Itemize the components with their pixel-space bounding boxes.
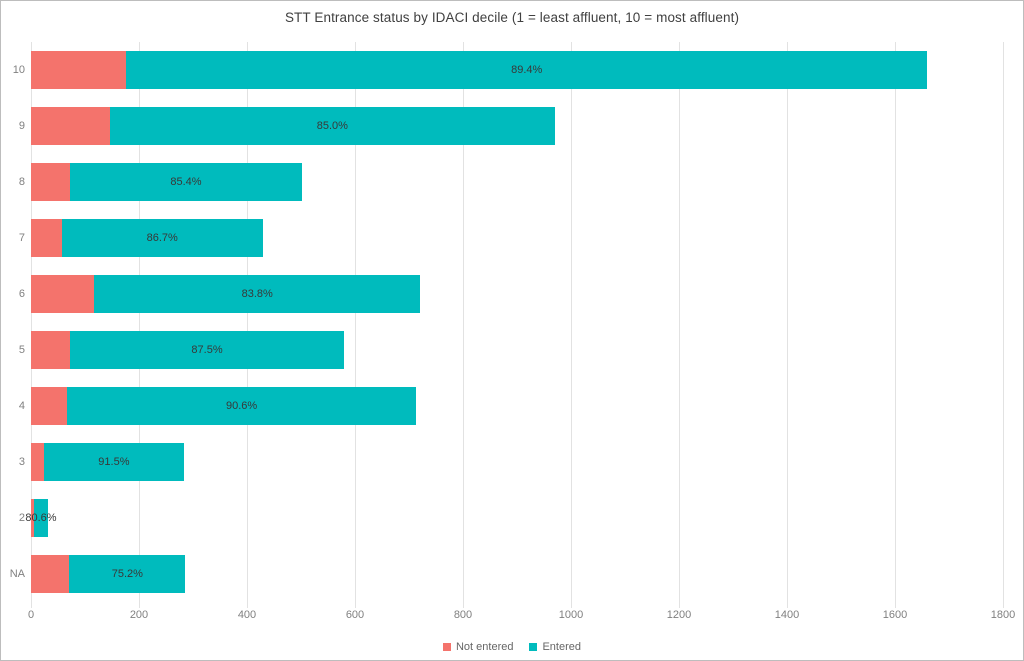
x-tick-label-1000: 1000 bbox=[558, 609, 584, 621]
legend-item-entered[interactable]: Entered bbox=[529, 641, 581, 653]
entered-pct-label-NA: 75.2% bbox=[111, 568, 143, 580]
bar-segment-not-entered-4[interactable] bbox=[31, 387, 68, 425]
bar-segment-not-entered-2[interactable] bbox=[31, 499, 35, 537]
x-tick-label-600: 600 bbox=[345, 609, 365, 621]
x-tick-label-400: 400 bbox=[237, 609, 257, 621]
gridline-x-1200 bbox=[679, 42, 680, 608]
bar-segment-entered-9[interactable]: 85.0% bbox=[109, 107, 555, 145]
bar-stack-7: 86.7% bbox=[31, 219, 263, 257]
bar-segment-entered-10[interactable]: 89.4% bbox=[126, 51, 928, 89]
bar-row-6: 83.8% bbox=[31, 266, 1003, 322]
bar-rows: 89.4% 85.0% 85.4% 86.7% 83.8% 87.5% 90.6% 91.5%… bbox=[25, 42, 1003, 602]
gridline-x-200 bbox=[139, 42, 140, 608]
entered-pct-label-2: 80.6% bbox=[25, 512, 57, 524]
plot-area: 89.4% 85.0% 85.4% 86.7% 83.8% 87.5% 90.6% 91.5%… bbox=[25, 42, 1004, 608]
y-axis-label-6: 6 bbox=[18, 288, 25, 300]
bar-stack-5: 87.5% bbox=[31, 331, 345, 369]
bar-stack-6: 83.8% bbox=[31, 275, 421, 313]
bar-segment-not-entered-NA[interactable] bbox=[31, 555, 70, 593]
gridline-x-1000 bbox=[571, 42, 572, 608]
bar-row-2: 80.6% bbox=[25, 490, 1003, 546]
legend-label: Not entered bbox=[455, 641, 514, 653]
y-axis-label-5: 5 bbox=[18, 344, 25, 356]
gridline-x-600 bbox=[355, 42, 356, 608]
entered-pct-label-8: 85.4% bbox=[170, 176, 202, 188]
x-tick-label-800: 800 bbox=[453, 609, 473, 621]
x-tick-label-1200: 1200 bbox=[666, 609, 692, 621]
entered-pct-label-5: 87.5% bbox=[191, 344, 223, 356]
gridline-x-1600 bbox=[895, 42, 896, 608]
entered-pct-label-4: 90.6% bbox=[225, 400, 258, 412]
entered-pct-label-9: 85.0% bbox=[316, 120, 348, 132]
bar-stack-4: 90.6% bbox=[31, 387, 416, 425]
y-axis-label-10: 10 bbox=[12, 64, 25, 76]
bar-row-8: 85.4% bbox=[31, 154, 1003, 210]
chart-title: STT Entrance status by IDACI decile (1 =… bbox=[284, 10, 740, 25]
bar-segment-not-entered-6[interactable] bbox=[31, 275, 95, 313]
bar-stack-NA: 75.2% bbox=[31, 555, 186, 593]
x-tick-label-1400: 1400 bbox=[774, 609, 800, 621]
bar-segment-not-entered-8[interactable] bbox=[31, 163, 71, 201]
bar-row-4: 90.6% bbox=[31, 378, 1003, 434]
bar-stack-9: 85.0% bbox=[31, 107, 555, 145]
y-axis-label-8: 8 bbox=[18, 176, 25, 188]
bar-row-3: 91.5% bbox=[31, 434, 1003, 490]
bar-segment-entered-NA[interactable]: 75.2% bbox=[69, 555, 186, 593]
legend-swatch-not-entered bbox=[442, 643, 451, 651]
x-tick-label-1800: 1800 bbox=[990, 609, 1016, 621]
chart-legend: Not entered Entered bbox=[1, 641, 1023, 653]
gridline-x-1800 bbox=[1003, 42, 1004, 608]
bar-segment-entered-3[interactable]: 91.5% bbox=[43, 443, 184, 481]
bar-row-NA: 75.2% bbox=[31, 546, 1003, 602]
y-axis-label-2: 2 bbox=[18, 512, 25, 524]
x-tick-label-0: 0 bbox=[27, 609, 35, 621]
bar-stack-2: 80.6% bbox=[25, 499, 57, 537]
gridline-x-0 bbox=[31, 42, 32, 608]
x-tick-label-200: 200 bbox=[129, 609, 149, 621]
gridline-x-400 bbox=[247, 42, 248, 608]
bar-segment-not-entered-7[interactable] bbox=[31, 219, 62, 257]
y-axis-label-NA: NA bbox=[9, 568, 25, 580]
bar-segment-entered-8[interactable]: 85.4% bbox=[70, 163, 302, 201]
gridline-x-1400 bbox=[787, 42, 788, 608]
bar-stack-3: 91.5% bbox=[31, 443, 184, 481]
entered-pct-label-7: 86.7% bbox=[146, 232, 178, 244]
bar-segment-entered-6[interactable]: 83.8% bbox=[94, 275, 421, 313]
bar-row-10: 89.4% bbox=[31, 42, 1003, 98]
bar-segment-entered-7[interactable]: 86.7% bbox=[61, 219, 263, 257]
bar-stack-10: 89.4% bbox=[31, 51, 928, 89]
bar-segment-entered-4[interactable]: 90.6% bbox=[67, 387, 416, 425]
y-axis-label-9: 9 bbox=[18, 120, 25, 132]
y-axis-label-4: 4 bbox=[18, 400, 25, 412]
bar-segment-not-entered-5[interactable] bbox=[31, 331, 70, 369]
bar-row-9: 85.0% bbox=[31, 98, 1003, 154]
y-axis-label-7: 7 bbox=[18, 232, 25, 244]
entered-pct-label-6: 83.8% bbox=[241, 288, 273, 300]
y-axis-labels: 10 9 8 7 6 5 4 3 2 NA bbox=[1, 42, 25, 602]
bar-segment-not-entered-9[interactable] bbox=[31, 107, 110, 145]
x-tick-label-1600: 1600 bbox=[882, 609, 908, 621]
x-axis-labels: 0 200 400 600 800 1000 1200 1400 1600 1800 bbox=[1, 609, 1023, 625]
gridline-x-800 bbox=[463, 42, 464, 608]
legend-label: Entered bbox=[542, 641, 581, 653]
entered-pct-label-3: 91.5% bbox=[98, 456, 130, 468]
bar-segment-not-entered-3[interactable] bbox=[31, 443, 44, 481]
entered-pct-label-10: 89.4% bbox=[511, 64, 543, 76]
bar-row-7: 86.7% bbox=[31, 210, 1003, 266]
bar-segment-entered-2[interactable]: 80.6% bbox=[25, 499, 57, 537]
bar-segment-not-entered-10[interactable] bbox=[31, 51, 127, 89]
bar-stack-8: 85.4% bbox=[31, 163, 302, 201]
bar-segment-entered-5[interactable]: 87.5% bbox=[69, 331, 345, 369]
legend-item-not-entered[interactable]: Not entered bbox=[442, 641, 514, 653]
legend-swatch-entered bbox=[529, 643, 538, 651]
y-axis-label-3: 3 bbox=[18, 456, 25, 468]
bar-row-5: 87.5% bbox=[31, 322, 1003, 378]
